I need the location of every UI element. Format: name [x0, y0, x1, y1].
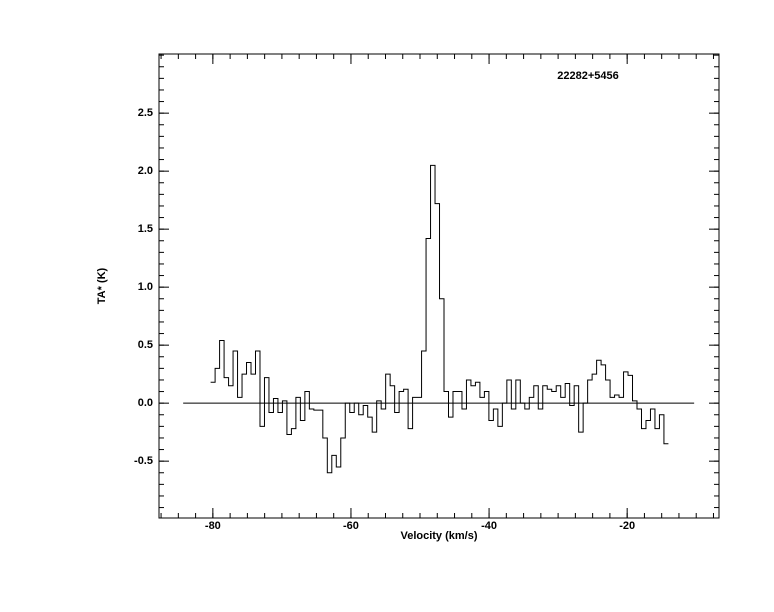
y-tick-label: -0.5: [134, 455, 153, 467]
spectrum-line: [210, 164, 669, 474]
x-axis-label: Velocity (km/s): [400, 530, 477, 542]
y-tick-label: 0.5: [138, 339, 153, 351]
x-tick-label: -20: [619, 520, 635, 532]
chart-title: 22282+5456: [557, 70, 618, 82]
x-tick-label: -60: [343, 520, 359, 532]
y-tick-label: 0.0: [138, 397, 153, 409]
y-axis-label: TA* (K): [96, 267, 108, 304]
y-tick-label: 2.0: [138, 165, 153, 177]
x-tick-label: -80: [205, 520, 221, 532]
y-tick-label: 2.5: [138, 107, 153, 119]
x-tick-label: -40: [481, 520, 497, 532]
y-tick-label: 1.5: [138, 223, 153, 235]
y-tick-label: 1.0: [138, 281, 153, 293]
plot-frame: [158, 53, 720, 519]
